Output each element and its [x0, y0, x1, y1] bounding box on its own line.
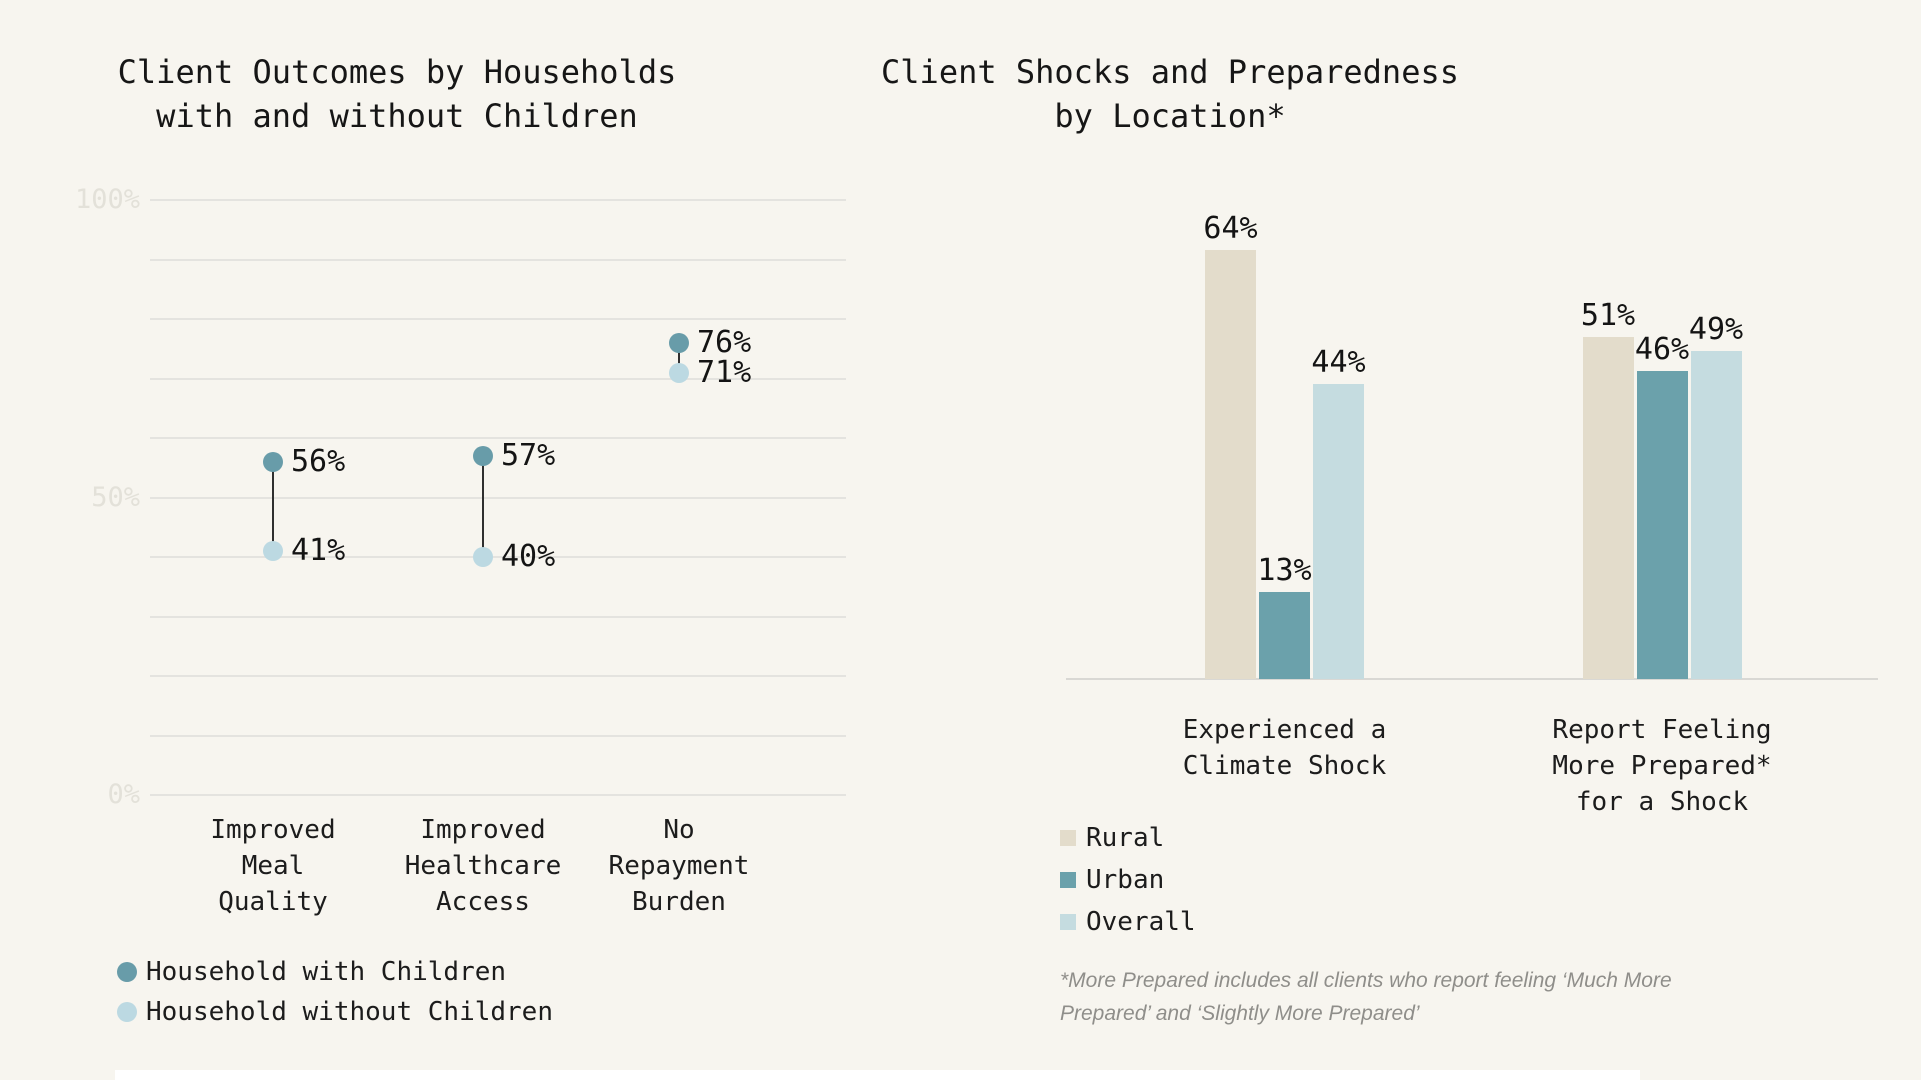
- x-axis-category-label: No: [663, 815, 695, 845]
- bar-group-label: Experienced a: [1182, 715, 1387, 745]
- bar-urban: [1636, 371, 1688, 679]
- bar-overall: [1313, 384, 1364, 679]
- left-chart-title-line-1: Client Outcomes by Households: [117, 53, 677, 91]
- y-axis-tick-0%: 0%: [107, 779, 140, 810]
- x-axis-category-label: Burden: [632, 887, 726, 917]
- right-chart-title-line-1: Client Shocks and Preparedness: [881, 53, 1459, 91]
- x-axis-category-label: Improved: [210, 815, 336, 845]
- bar-value-label: 46%: [1634, 332, 1690, 367]
- gridline-20: [150, 675, 846, 677]
- x-axis-category-label: Repayment: [608, 851, 750, 881]
- left-chart-title-line-2: with and without Children: [156, 97, 638, 135]
- data-point-dot: [473, 445, 493, 466]
- gridline-10: [150, 734, 846, 737]
- bar-urban: [1259, 592, 1310, 679]
- data-point-dot: [669, 362, 689, 383]
- legend-item-household-with-children: Household with Children: [117, 958, 506, 986]
- legend-swatch-overall-icon: [1060, 914, 1076, 930]
- bar-group-label: More Prepared*: [1552, 751, 1772, 781]
- value-label: 41%: [291, 533, 346, 569]
- x-axis-category-label: Access: [436, 887, 530, 917]
- footnote-line-1: *More Prepared includes all clients who …: [1060, 969, 1672, 992]
- bar-group-label: Climate Shock: [1182, 751, 1387, 781]
- bar-value-label: 13%: [1257, 553, 1312, 588]
- legend-dot-with-children-icon: [117, 962, 137, 982]
- legend-item-household-without-children: Household without Children: [117, 998, 553, 1026]
- value-label: 71%: [697, 354, 752, 390]
- x-axis-category-label: Healthcare: [404, 851, 562, 881]
- x-axis-category-label: Improved: [420, 815, 546, 845]
- value-label: 56%: [291, 443, 346, 479]
- gridline-0: [150, 794, 846, 796]
- data-point-dot: [473, 547, 493, 567]
- bar-value-label: 64%: [1203, 211, 1258, 246]
- legend-label-urban: Urban: [1086, 865, 1165, 895]
- data-point-dot: [669, 332, 689, 353]
- data-point-dot: [263, 541, 283, 562]
- footnote-line-2: Prepared’ and ‘Slightly More Prepared’: [1060, 1002, 1420, 1025]
- bar-value-label: 44%: [1311, 345, 1366, 380]
- legend-label-without-children: Household without Children: [146, 997, 553, 1027]
- x-axis-line: [1066, 678, 1878, 680]
- x-axis-category-label: Meal: [241, 851, 305, 881]
- value-label: 57%: [501, 437, 556, 473]
- right-chart-title-line-2: by Location*: [1054, 97, 1286, 135]
- legend-swatch-urban-icon: [1060, 872, 1076, 888]
- data-point-dot: [263, 451, 283, 472]
- legend-dot-without-children-icon: [117, 1002, 137, 1022]
- page-edge-strip: [115, 1070, 1640, 1080]
- legend-swatch-rural-icon: [1060, 830, 1076, 846]
- gridline-50: [150, 496, 846, 499]
- y-axis-tick-50%: 50%: [91, 481, 140, 513]
- gridline-100: [150, 199, 846, 201]
- bar-group-label: for a Shock: [1575, 787, 1749, 817]
- gridline-80: [150, 318, 846, 320]
- dumbbell-connector: [678, 342, 680, 373]
- legend-item-overall: Overall: [1060, 908, 1196, 936]
- legend-item-urban: Urban: [1060, 866, 1164, 894]
- left-chart-title: Client Outcomes by Households with and w…: [118, 50, 677, 138]
- gridline-60: [150, 437, 846, 439]
- bar-overall: [1690, 351, 1742, 679]
- bar-rural: [1205, 250, 1256, 679]
- bar-rural: [1582, 337, 1634, 679]
- value-label: 76%: [697, 324, 752, 360]
- x-axis-category-label: Quality: [218, 887, 328, 917]
- bar-value-label: 51%: [1580, 298, 1636, 333]
- gridline-90: [150, 258, 846, 261]
- gridline-40: [150, 556, 846, 558]
- dumbbell-connector: [482, 455, 484, 557]
- y-axis-tick-100%: 100%: [74, 184, 140, 215]
- value-label: 40%: [501, 539, 556, 574]
- gridline-70: [150, 377, 846, 380]
- legend-item-rural: Rural: [1060, 824, 1164, 852]
- right-chart-title: Client Shocks and Preparedness by Locati…: [881, 50, 1459, 138]
- gridline-30: [150, 615, 846, 618]
- bar-group-label: Report Feeling: [1552, 715, 1772, 745]
- legend-label-overall: Overall: [1086, 907, 1196, 937]
- legend-label-with-children: Household with Children: [146, 957, 507, 987]
- bar-value-label: 49%: [1688, 312, 1744, 347]
- legend-label-rural: Rural: [1086, 823, 1165, 853]
- dumbbell-connector: [272, 461, 274, 552]
